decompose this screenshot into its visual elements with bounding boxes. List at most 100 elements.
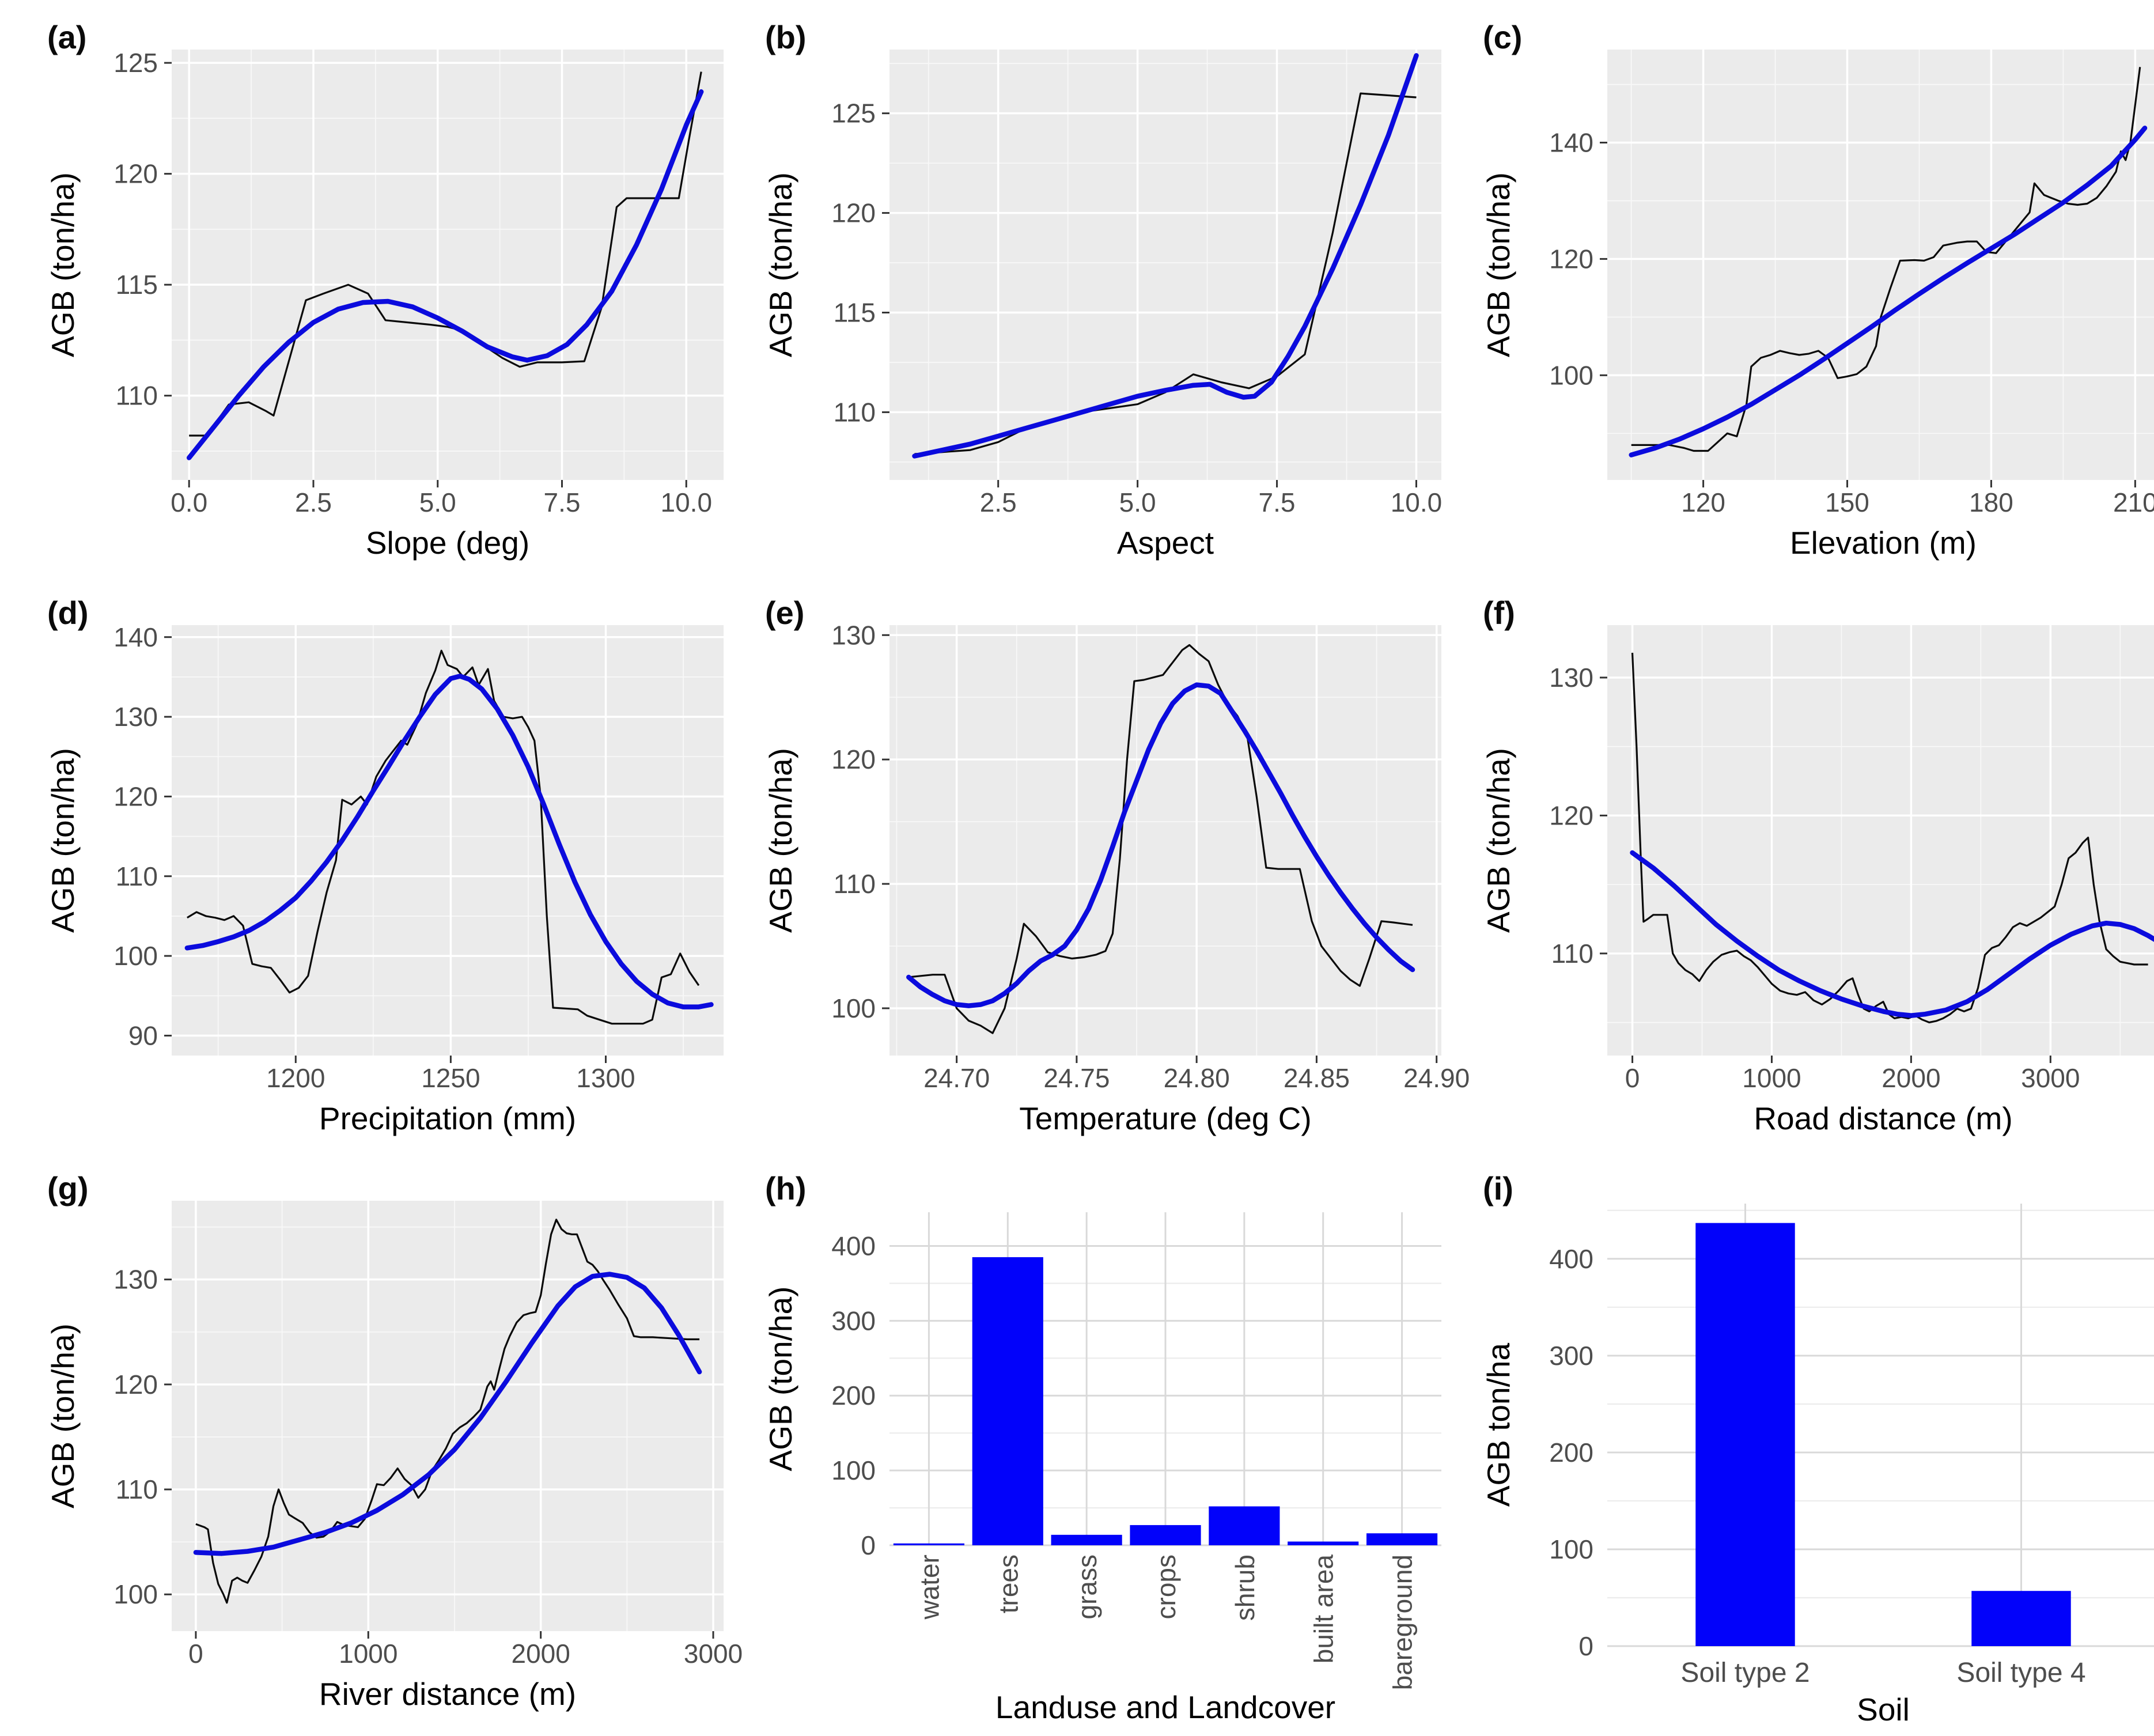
x-tick-label: 7.5 [1259, 487, 1296, 517]
y-tick-label: 120 [113, 781, 158, 811]
y-tick-label: 0 [861, 1530, 876, 1560]
bar-built-area [1288, 1542, 1358, 1545]
bar-trees [972, 1257, 1043, 1545]
y-tick-label: 130 [113, 1265, 158, 1295]
x-category-label: Soil type 2 [1680, 1658, 1809, 1688]
x-tick-label: 24.75 [1043, 1063, 1110, 1093]
plot-area [1607, 50, 2154, 480]
y-tick-label: 130 [113, 702, 158, 732]
x-tick-label: 2000 [511, 1639, 570, 1669]
y-axis-title: AGB (ton/ha) [45, 172, 81, 357]
bar-bareground [1366, 1533, 1437, 1545]
y-tick-label: 110 [116, 381, 158, 411]
y-tick-label: 140 [1549, 128, 1593, 158]
y-tick-label: 130 [1549, 663, 1593, 693]
y-tick-label: 100 [831, 1455, 876, 1485]
panel-tag: (g) [47, 1170, 89, 1207]
x-tick-label: 1300 [576, 1063, 635, 1093]
y-tick-label: 0 [1578, 1631, 1593, 1661]
bar-grass [1051, 1535, 1122, 1545]
x-tick-label: 24.85 [1284, 1063, 1350, 1093]
bar-Soil-type-2 [1695, 1223, 1795, 1646]
y-tick-label: 300 [831, 1306, 876, 1336]
x-tick-label: 120 [1681, 487, 1725, 517]
y-tick-label: 110 [1551, 939, 1593, 969]
y-tick-label: 200 [831, 1381, 876, 1410]
y-tick-label: 200 [1549, 1438, 1593, 1468]
x-tick-label: 7.5 [544, 487, 581, 517]
x-tick-label: 180 [1969, 487, 2013, 517]
y-tick-label: 110 [834, 397, 876, 427]
x-tick-label: 2.5 [980, 487, 1017, 517]
bar-water [894, 1544, 964, 1545]
y-tick-label: 100 [1549, 360, 1593, 390]
y-tick-label: 120 [1549, 244, 1593, 274]
plot-area [1607, 625, 2154, 1056]
y-tick-label: 100 [1549, 1534, 1593, 1564]
x-tick-label: 5.0 [1119, 487, 1156, 517]
x-tick-label: 5.0 [419, 487, 456, 517]
x-category-label: built area [1309, 1555, 1339, 1664]
x-category-label: bareground [1388, 1555, 1418, 1690]
y-tick-label: 100 [113, 1579, 158, 1609]
panel-tag: (h) [765, 1170, 807, 1207]
plot-area [172, 1201, 724, 1631]
y-tick-label: 120 [113, 1370, 158, 1400]
x-tick-label: 1200 [266, 1063, 325, 1093]
x-axis-title: River distance (m) [319, 1676, 576, 1712]
x-axis-title: Landuse and Landcover [995, 1689, 1335, 1725]
y-axis-title: AGB (ton/ha) [45, 1323, 81, 1508]
bar-shrub [1209, 1506, 1279, 1545]
bar-Soil-type-4 [1971, 1591, 2070, 1646]
x-category-label: Soil type 4 [1956, 1658, 2085, 1688]
y-tick-label: 115 [834, 298, 876, 328]
y-axis-title: AGB ton/ha [1481, 1342, 1516, 1507]
y-tick-label: 130 [831, 620, 876, 650]
y-tick-label: 300 [1549, 1341, 1593, 1371]
y-tick-label: 400 [831, 1231, 876, 1261]
x-tick-label: 10.0 [661, 487, 713, 517]
x-axis-title: Road distance (m) [1754, 1100, 2012, 1136]
x-axis-title: Aspect [1117, 525, 1214, 561]
x-category-label: shrub [1230, 1555, 1260, 1621]
x-tick-label: 1250 [421, 1063, 480, 1093]
x-category-label: trees [993, 1555, 1023, 1613]
x-category-label: water [914, 1555, 944, 1620]
y-tick-label: 100 [113, 941, 158, 971]
x-category-label: grass [1072, 1555, 1102, 1619]
y-axis-title: AGB (ton/ha) [763, 748, 798, 933]
x-tick-label: 0 [188, 1639, 203, 1669]
panel-tag: (f) [1483, 594, 1515, 631]
x-tick-label: 10.0 [1391, 487, 1443, 517]
y-axis-title: AGB (ton/ha) [1481, 172, 1516, 357]
y-axis-title: AGB (ton/ha) [763, 1287, 798, 1472]
x-tick-label: 2000 [1882, 1063, 1940, 1093]
y-tick-label: 120 [113, 159, 158, 189]
x-axis-title: Slope (deg) [366, 525, 529, 561]
x-tick-label: 150 [1825, 487, 1869, 517]
y-axis-title: AGB (ton/ha) [45, 748, 81, 933]
y-tick-label: 100 [831, 993, 876, 1023]
panel-tag: (c) [1483, 18, 1522, 56]
y-tick-label: 115 [116, 270, 158, 300]
x-tick-label: 1000 [339, 1639, 398, 1669]
panel-tag: (i) [1483, 1170, 1513, 1207]
y-axis-title: AGB (ton/ha) [763, 172, 798, 357]
x-tick-label: 3000 [2021, 1063, 2080, 1093]
panel-tag: (e) [765, 594, 804, 631]
y-tick-label: 110 [116, 861, 158, 891]
